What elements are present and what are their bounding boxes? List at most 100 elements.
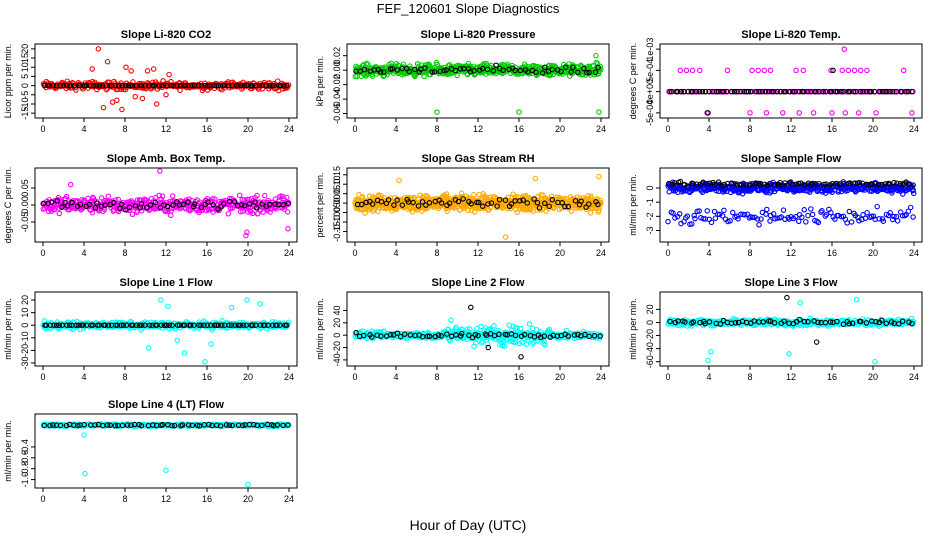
- data-point: [815, 219, 822, 226]
- data-point: [853, 296, 860, 303]
- x-tick-label: 0: [352, 248, 357, 258]
- data-point: [501, 338, 507, 344]
- data-point: [715, 179, 722, 185]
- data-point: [899, 191, 906, 197]
- data-point: [256, 82, 263, 89]
- data-point: [191, 322, 197, 328]
- data-point: [790, 88, 796, 95]
- data-point: [205, 199, 211, 205]
- data-point: [280, 201, 286, 208]
- data-point: [559, 200, 565, 206]
- data-point: [800, 67, 807, 74]
- data-point: [857, 318, 864, 325]
- y-tick-label: -40: [332, 353, 342, 366]
- data-point: [426, 200, 433, 206]
- data-point: [419, 199, 426, 205]
- data-point: [774, 88, 781, 95]
- data-point: [220, 201, 227, 207]
- data-point: [378, 198, 385, 205]
- x-tick-label: 20: [555, 248, 565, 258]
- x-tick-label: 16: [514, 248, 524, 258]
- data-point: [169, 322, 175, 328]
- data-point: [204, 322, 211, 328]
- x-tick-label: 8: [747, 248, 752, 258]
- data-point: [266, 201, 273, 208]
- data-point: [596, 109, 602, 115]
- data-point: [837, 88, 844, 95]
- panel-title: Slope Line 2 Flow: [432, 277, 525, 289]
- data-point: [244, 297, 250, 303]
- data-point: [237, 322, 243, 328]
- data-point: [595, 64, 601, 71]
- data-point: [181, 350, 188, 356]
- data-point: [201, 322, 207, 328]
- x-tick-label: 20: [555, 124, 565, 134]
- data-point: [69, 199, 75, 206]
- data-point: [484, 66, 491, 73]
- data-point: [711, 208, 718, 215]
- data-point: [815, 319, 821, 326]
- data-point: [730, 209, 736, 216]
- data-point: [758, 216, 764, 222]
- data-point: [249, 82, 256, 89]
- y-tick-label: 0.00: [332, 61, 342, 79]
- data-point: [747, 110, 753, 116]
- data-point: [743, 182, 749, 188]
- data-point: [261, 192, 268, 199]
- data-point: [546, 203, 552, 210]
- data-point: [689, 221, 695, 227]
- data-point: [399, 202, 406, 208]
- data-point: [863, 181, 870, 188]
- data-point: [712, 215, 719, 221]
- data-point: [731, 88, 738, 95]
- data-point: [228, 322, 235, 328]
- x-tick-label: 0: [40, 494, 45, 504]
- data-point: [793, 67, 799, 74]
- data-point: [670, 210, 676, 216]
- data-point: [83, 82, 89, 89]
- data-point: [198, 322, 204, 328]
- data-point: [78, 322, 84, 328]
- y-tick-label: -40: [645, 342, 655, 355]
- data-point: [89, 209, 96, 216]
- y-tick-label: -60: [645, 355, 655, 368]
- data-point: [496, 331, 502, 338]
- y-axis-label: ml/min per min.: [3, 420, 13, 482]
- data-point: [813, 88, 819, 95]
- x-tick-label: 4: [81, 124, 86, 134]
- x-tick-label: 16: [827, 372, 837, 382]
- data-point: [228, 304, 235, 311]
- data-point: [259, 201, 265, 207]
- data-point: [63, 193, 70, 200]
- data-point: [62, 200, 68, 206]
- y-tick-label: -0.10: [332, 212, 342, 233]
- data-point: [471, 209, 478, 215]
- data-point: [128, 198, 135, 204]
- data-point: [123, 207, 129, 213]
- data-point: [771, 320, 778, 326]
- data-point: [174, 199, 180, 205]
- data-point: [889, 216, 896, 223]
- data-point: [770, 211, 777, 217]
- x-tick-label: 24: [909, 124, 919, 134]
- data-point: [860, 88, 866, 95]
- data-point: [562, 203, 568, 210]
- data-point: [797, 316, 803, 323]
- data-point: [863, 320, 870, 326]
- data-point: [666, 180, 672, 187]
- data-point: [453, 332, 459, 338]
- data-point: [249, 322, 256, 328]
- data-point: [731, 180, 737, 187]
- x-tick-label: 8: [434, 372, 439, 382]
- data-point: [363, 60, 370, 67]
- x-tick-label: 12: [161, 494, 171, 504]
- data-point: [475, 332, 481, 339]
- data-point: [235, 322, 241, 328]
- data-point: [869, 181, 875, 187]
- y-axis-label: percent per min.: [315, 172, 325, 237]
- data-point: [385, 197, 392, 203]
- data-point: [136, 322, 143, 328]
- data-point: [799, 214, 805, 220]
- data-point: [745, 88, 752, 95]
- x-tick-label: 12: [786, 372, 796, 382]
